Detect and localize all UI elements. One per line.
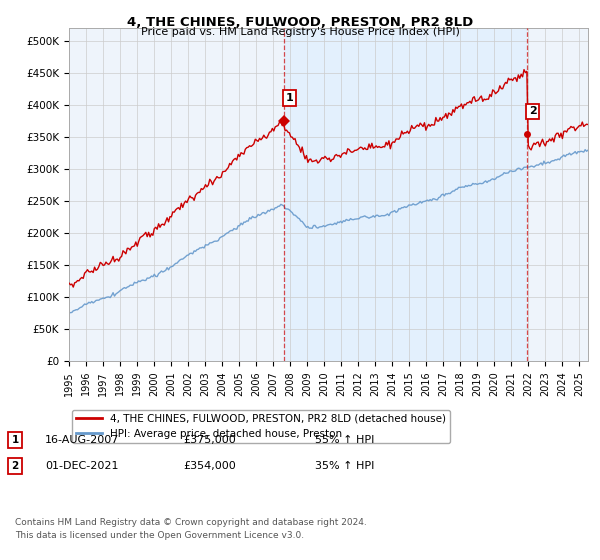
Text: Contains HM Land Registry data © Crown copyright and database right 2024.
This d: Contains HM Land Registry data © Crown c…: [15, 519, 367, 540]
Text: Price paid vs. HM Land Registry's House Price Index (HPI): Price paid vs. HM Land Registry's House …: [140, 27, 460, 37]
Text: 1: 1: [286, 93, 293, 103]
Text: 01-DEC-2021: 01-DEC-2021: [45, 461, 119, 471]
Text: 4, THE CHINES, FULWOOD, PRESTON, PR2 8LD: 4, THE CHINES, FULWOOD, PRESTON, PR2 8LD: [127, 16, 473, 29]
Text: 55% ↑ HPI: 55% ↑ HPI: [315, 435, 374, 445]
Text: £375,000: £375,000: [183, 435, 236, 445]
Text: £354,000: £354,000: [183, 461, 236, 471]
Bar: [284, 28, 527, 361]
Text: 35% ↑ HPI: 35% ↑ HPI: [315, 461, 374, 471]
Text: 1: 1: [11, 435, 19, 445]
Legend: 4, THE CHINES, FULWOOD, PRESTON, PR2 8LD (detached house), HPI: Average price, d: 4, THE CHINES, FULWOOD, PRESTON, PR2 8LD…: [71, 410, 451, 444]
Text: 2: 2: [11, 461, 19, 471]
Text: 16-AUG-2007: 16-AUG-2007: [45, 435, 119, 445]
Text: 2: 2: [529, 106, 536, 116]
